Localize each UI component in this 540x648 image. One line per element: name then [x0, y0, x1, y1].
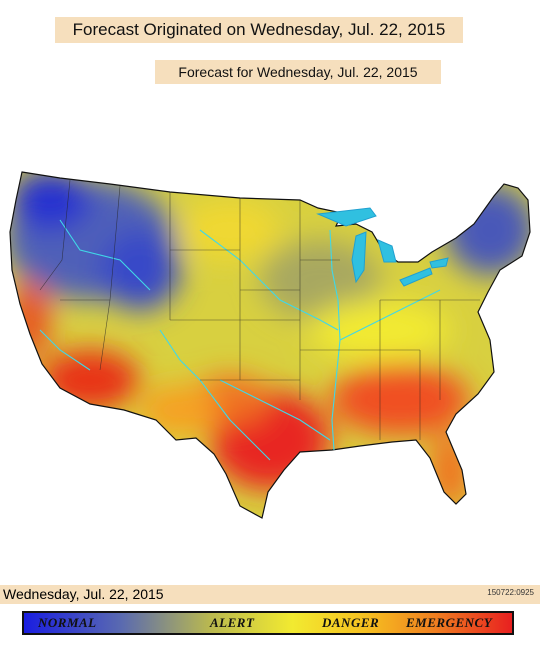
legend-label: NORMAL — [38, 615, 97, 630]
subtitle: Forecast for Wednesday, Jul. 22, 2015 — [155, 60, 441, 84]
legend-label: DANGER — [322, 615, 380, 630]
title: Forecast Originated on Wednesday, Jul. 2… — [55, 17, 463, 43]
footer-date: Wednesday, Jul. 22, 2015 — [3, 586, 164, 602]
footer-bar: Wednesday, Jul. 22, 2015 150722:0925 — [0, 585, 540, 604]
heat-field — [10, 172, 530, 518]
footer-code: 150722:0925 — [487, 588, 534, 597]
legend-label: EMERGENCY — [406, 615, 493, 630]
heat-map — [9, 171, 531, 519]
state-borders — [39, 179, 480, 440]
us-outline — [9, 171, 531, 519]
legend-bar: NORMAL ALERT DANGER EMERGENCY — [22, 611, 514, 635]
legend-label: ALERT — [210, 615, 255, 630]
great-lakes — [316, 207, 449, 287]
